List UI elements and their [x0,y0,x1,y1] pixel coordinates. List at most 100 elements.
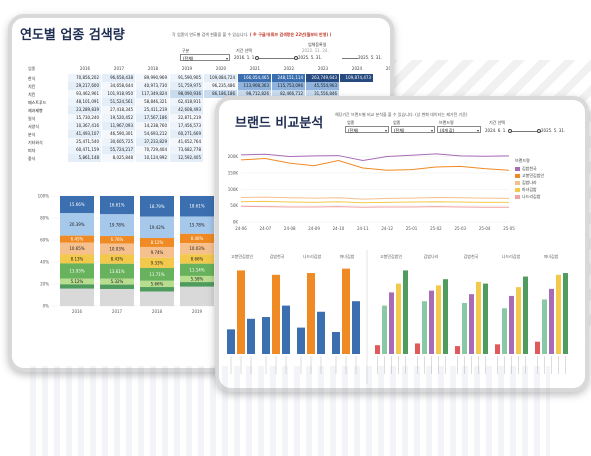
rc-period-start[interactable]: 2024. 6. 1. [485,128,507,133]
table-cell[interactable]: 91,590,905 [170,74,203,82]
table-cell[interactable]: 25,471,540 [68,138,101,146]
table-cell[interactable]: 22,871,219 [170,114,203,122]
table-year-header[interactable]: 2017 [113,66,125,71]
share-segment [60,213,94,236]
table-cell[interactable]: 54,693,212 [136,130,169,138]
legend-item[interactable]: 김밥천국 [515,166,544,172]
table-cell[interactable]: 166,054,465 [238,74,271,82]
table-year-header[interactable]: 2016 [79,66,91,71]
table-cell[interactable]: 109,084,724 [204,74,237,82]
table-cell[interactable]: 109,874,473 [340,74,373,82]
rc-category-label: 업종 [393,120,401,125]
table-cell[interactable]: 11,967,093 [102,122,135,130]
period-slider-end-knob[interactable] [294,56,298,60]
share-label: 6.45% [71,237,84,242]
table-cell[interactable]: 10,367,416 [68,122,101,130]
table-cell[interactable] [340,90,373,98]
table-cell[interactable]: 45,554,963 [306,82,339,90]
rc-period-end-knob[interactable] [537,129,541,133]
period-slider[interactable] [256,58,296,59]
table-cell[interactable]: 5,861,148 [68,154,101,162]
chevron-down-icon: ▾ [430,128,433,133]
rc-category-select[interactable]: (전체) ▾ [391,126,435,133]
table-cell[interactable]: 113,908,363 [238,82,271,90]
table-year-header[interactable]: 2020 [215,66,227,71]
table-cell[interactable]: 89,990,969 [136,74,169,82]
table-cell[interactable]: 73,682,778 [170,146,203,154]
table-cell[interactable]: 55,724,217 [102,146,135,154]
table-cell[interactable]: 25,411,219 [136,106,169,114]
table-year-header[interactable]: 2024 [351,66,363,71]
rc-period-slider[interactable] [509,131,539,132]
table-cell[interactable]: 41,652,764 [170,138,203,146]
table-year-header[interactable]: 2025 [385,66,394,71]
table-cell[interactable]: 51,759,975 [170,82,203,90]
table-year-header[interactable]: 2021 [249,66,261,71]
rc-brand-select[interactable]: (4개 값) ▾ [437,126,481,133]
table-cell[interactable]: 62,418,911 [170,98,203,106]
table-cell[interactable]: 23,289,839 [68,106,101,114]
table-cell[interactable]: 27,418,345 [102,106,135,114]
legend-item[interactable]: 김밥나라 [515,180,544,186]
table-cell[interactable]: 48,101,091 [68,98,101,106]
rc-industry-select[interactable]: (전체) ▾ [345,126,389,133]
table-cell[interactable]: 70,856,202 [68,74,101,82]
table-cell[interactable]: 96,658,438 [102,74,135,82]
rc-period-start-knob[interactable] [508,129,512,133]
table-cell[interactable]: 86,186,186 [204,90,237,98]
table-cell[interactable]: 60,471,159 [68,146,101,154]
table-cell[interactable]: 101,918,950 [102,90,135,98]
table-cell[interactable]: 17,567,186 [136,114,169,122]
table-cell[interactable]: 51,524,561 [102,98,135,106]
rc-period-end[interactable]: 2025. 5. 31. [541,128,566,133]
table-cell[interactable] [340,82,373,90]
table-cell[interactable]: 34,658,644 [102,82,135,90]
period-slider-start-knob[interactable] [255,56,259,60]
table-cell[interactable]: 42,608,493 [170,106,203,114]
period-start[interactable]: 2016. 1. 1. [234,55,256,60]
table-year-header[interactable]: 2023 [317,66,329,71]
table-cell[interactable]: 96,235,486 [204,82,237,90]
legend-item[interactable]: 고봉민김밥인 [515,173,544,179]
share-segment [180,254,214,264]
table-cell[interactable]: 19,520,452 [102,114,135,122]
table-row-label: 한식 [28,76,36,81]
table-cell[interactable]: 17,456,573 [170,122,203,130]
period-end[interactable]: 2025. 5. 31. [298,55,323,60]
brand-subtitle: 해당기간 브랜드별 비교 분석을 볼 수 있습니다. (상 변화 데이터는 제거… [335,112,468,117]
table-cell[interactable]: 98,090,936 [170,90,203,98]
table-cell[interactable]: 263,749,643 [306,74,339,82]
table-cell[interactable]: 8,025,848 [102,154,135,162]
table-year-header[interactable]: 2019 [181,66,193,71]
table-cell[interactable]: 10,124,992 [136,154,169,162]
table-cell[interactable]: 60,271,669 [170,130,203,138]
table-cell[interactable]: 31,556,846 [306,90,339,98]
table-cell[interactable]: 29,217,600 [68,82,101,90]
table-cell[interactable]: 37,233,829 [136,138,169,146]
brand-date-slider[interactable] [342,58,358,59]
legend-item[interactable]: 나드리김밥 [515,194,544,200]
table-cell[interactable]: 15,730,240 [68,114,101,122]
table-cell[interactable]: 46,590,301 [102,130,135,138]
table-cell[interactable]: 40,973,730 [136,82,169,90]
brand-date-end[interactable]: 2025. 5. 31. [358,55,383,60]
table-cell[interactable]: 41,493,107 [68,130,101,138]
legend-item[interactable]: 마녀김밥 [515,187,544,193]
table-cell[interactable]: 93,462,961 [68,90,101,98]
table-cell[interactable]: 115,753,096 [272,82,305,90]
table-year-header[interactable]: 2022 [283,66,295,71]
table-year-header[interactable]: 2018 [147,66,159,71]
table-cell[interactable]: 98,712,826 [238,90,271,98]
table-cell[interactable]: 70,729,404 [136,146,169,154]
brand-date-start[interactable]: 2022. 11. 24. [302,48,329,53]
industry-select[interactable]: (전체) ▾ [180,54,230,61]
table-cell[interactable]: 248,151,114 [272,74,305,82]
table-cell[interactable]: 12,592,405 [170,154,203,162]
table-cell[interactable]: 117,349,824 [136,90,169,98]
table-cell[interactable]: 58,846,321 [136,98,169,106]
share-segment [100,214,134,237]
bar [422,301,427,354]
table-cell[interactable]: 82,466,712 [272,90,305,98]
table-cell[interactable]: 14,238,760 [136,122,169,130]
table-cell[interactable]: 30,605,725 [102,138,135,146]
